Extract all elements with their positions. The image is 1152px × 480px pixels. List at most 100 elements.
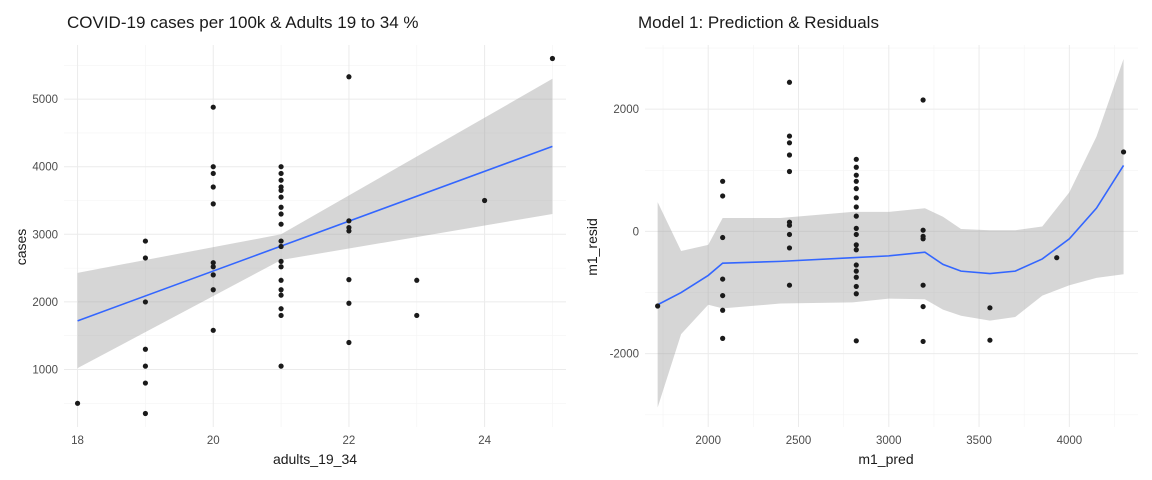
data-point xyxy=(346,74,352,80)
data-point xyxy=(987,305,993,311)
x-tick-label: 2000 xyxy=(695,435,721,447)
data-point xyxy=(920,303,926,310)
fit-line xyxy=(77,145,553,322)
data-point xyxy=(210,104,216,110)
data-point xyxy=(142,255,149,261)
data-point xyxy=(74,400,81,406)
data-point xyxy=(853,164,859,170)
data-point xyxy=(720,178,726,184)
data-point xyxy=(920,97,926,103)
data-point xyxy=(414,277,420,283)
data-point xyxy=(853,156,859,162)
data-point xyxy=(1120,149,1127,155)
data-point xyxy=(278,363,284,369)
data-point xyxy=(278,277,284,283)
data-point xyxy=(278,243,284,250)
x-axis-title: m1_pred xyxy=(858,451,913,467)
data-point xyxy=(853,225,859,231)
data-point xyxy=(786,140,793,146)
data-point xyxy=(210,264,216,270)
data-point xyxy=(853,186,859,192)
x-tick-label: 4000 xyxy=(1057,435,1083,447)
plot-area: 18 20 22 24 1000 2000 3000 4000 5000 xyxy=(32,45,566,447)
data-point xyxy=(210,287,216,293)
data-point xyxy=(853,291,859,297)
data-point xyxy=(853,242,859,248)
data-point xyxy=(920,282,926,288)
data-point xyxy=(720,234,726,241)
data-point xyxy=(853,178,859,184)
data-point xyxy=(278,287,284,293)
data-point xyxy=(853,262,859,268)
data-point xyxy=(786,222,793,228)
data-point xyxy=(210,170,216,177)
plot-area: 2000 2500 3000 3500 4000 -2000 0 2000 xyxy=(610,45,1138,447)
y-tick-label: 0 xyxy=(633,226,639,238)
data-point xyxy=(346,277,352,283)
data-point xyxy=(278,211,284,217)
data-point xyxy=(853,268,859,274)
data-point xyxy=(414,312,420,319)
data-point xyxy=(920,236,926,242)
confidence-band xyxy=(77,78,553,369)
y-axis-title: m1_resid xyxy=(584,218,600,276)
x-tick-label: 3000 xyxy=(876,435,902,447)
chart-title: Model 1: Prediction & Residuals xyxy=(638,13,879,32)
data-point xyxy=(142,299,149,305)
data-point xyxy=(346,224,352,231)
data-point xyxy=(278,184,284,190)
data-point xyxy=(720,276,726,282)
panel-cases-vs-adults: 18 20 22 24 1000 2000 3000 4000 5000 COVID-19 ca… xyxy=(13,13,566,467)
y-tick-label: 4000 xyxy=(32,162,58,174)
data-point xyxy=(142,410,149,417)
data-point xyxy=(278,170,284,177)
data-point xyxy=(481,197,488,204)
data-point xyxy=(346,300,352,306)
data-point xyxy=(278,264,284,270)
y-axis-title: cases xyxy=(13,229,29,266)
data-point xyxy=(853,204,859,210)
data-point xyxy=(142,346,149,352)
data-point xyxy=(987,337,993,343)
x-axis-title: adults_19_34 xyxy=(273,451,357,467)
data-point xyxy=(346,339,352,346)
data-point xyxy=(278,164,284,170)
data-point xyxy=(210,327,216,333)
data-point xyxy=(853,172,859,178)
data-point xyxy=(142,238,149,244)
y-tick-label: 5000 xyxy=(32,94,58,106)
data-point xyxy=(278,306,284,312)
data-point xyxy=(720,193,726,199)
data-point xyxy=(278,292,284,298)
data-point xyxy=(210,272,216,278)
x-tick-label: 3500 xyxy=(966,435,992,447)
y-tick-label: 3000 xyxy=(32,229,58,241)
x-tick-label: 22 xyxy=(343,435,356,447)
chart-title: COVID-19 cases per 100k & Adults 19 to 3… xyxy=(67,13,419,32)
data-point xyxy=(786,282,793,288)
data-point xyxy=(655,303,661,309)
data-point xyxy=(786,245,793,251)
data-point xyxy=(920,227,926,233)
data-point xyxy=(1054,255,1060,261)
data-point xyxy=(210,260,216,266)
data-point xyxy=(853,338,859,344)
data-point xyxy=(278,221,284,227)
data-point xyxy=(278,194,284,200)
data-point xyxy=(278,258,284,264)
data-point xyxy=(278,238,284,244)
data-point xyxy=(853,274,859,280)
data-point xyxy=(210,201,216,207)
x-tick-label: 2500 xyxy=(786,435,812,447)
data-point xyxy=(720,292,726,299)
data-point xyxy=(720,307,726,313)
x-tick-label: 18 xyxy=(71,435,84,447)
data-point xyxy=(786,133,793,139)
data-point xyxy=(853,195,859,201)
fit-line xyxy=(657,164,1125,306)
y-tick-label: 2000 xyxy=(613,104,639,116)
data-point xyxy=(786,79,793,85)
y-tick-label: 1000 xyxy=(32,365,58,377)
data-point xyxy=(346,218,352,224)
